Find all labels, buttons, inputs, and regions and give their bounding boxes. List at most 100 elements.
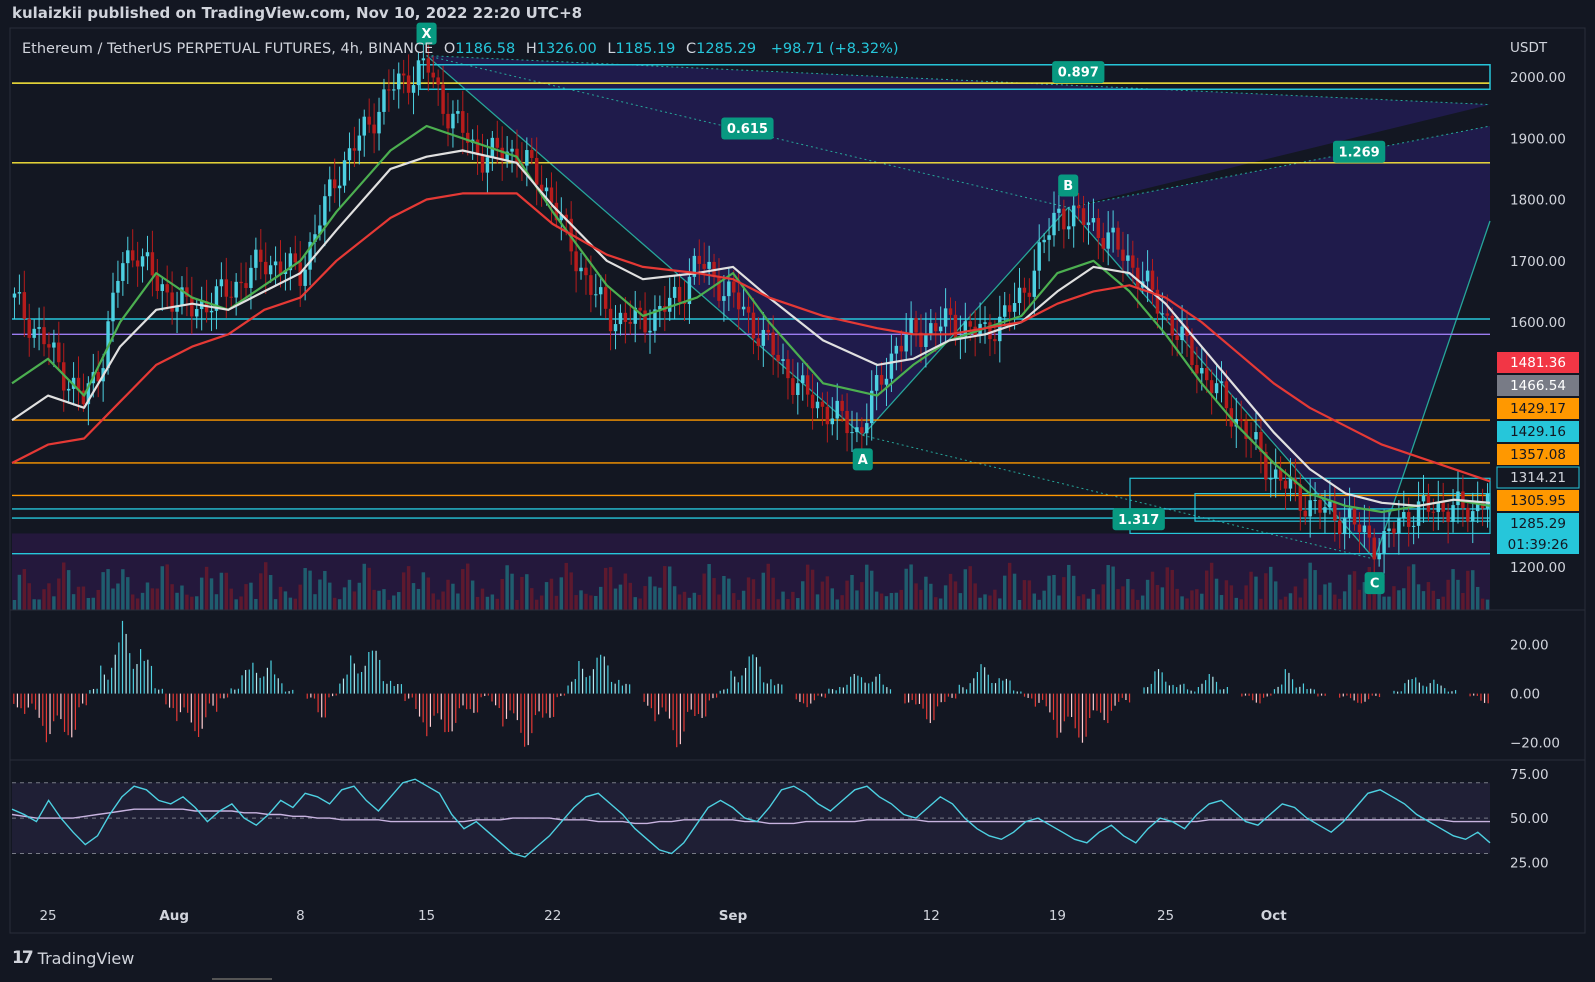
volume-bar: [283, 591, 288, 610]
volume-bar: [145, 582, 150, 610]
price-badge-text: 1314.21: [1510, 470, 1566, 486]
volume-bar: [840, 595, 844, 610]
candle-body: [150, 252, 155, 276]
candle-body: [214, 286, 219, 311]
volume-bar: [12, 600, 17, 610]
volume-bar: [1278, 599, 1283, 610]
volume-bar: [973, 583, 977, 610]
rsi-tick-label: 75.00: [1510, 767, 1549, 783]
volume-bar: [1338, 598, 1342, 610]
candle-body: [382, 89, 386, 112]
low-label: L: [607, 41, 616, 57]
point-b-label-bg: [1058, 174, 1079, 197]
momentum-tick-label: 20.00: [1510, 637, 1549, 653]
candle-body: [1278, 469, 1283, 481]
price-labels: 1481.36 1466.54 1429.17 1429.16 1357.08 1314.…: [1496, 352, 1580, 554]
volume-bar: [1382, 596, 1386, 610]
volume-bar: [929, 583, 933, 610]
candle-body: [1377, 553, 1381, 560]
volume-bar: [1244, 585, 1248, 610]
volume-bar: [1190, 590, 1194, 610]
volume-bar: [209, 578, 214, 610]
volume-bar: [1342, 591, 1347, 610]
candle-body: [835, 400, 839, 419]
volume-bar: [712, 578, 716, 610]
candle-body: [1441, 501, 1445, 512]
price-badge-bg: [1497, 375, 1579, 396]
volume-bar: [62, 562, 66, 610]
volume-bar: [1062, 577, 1066, 610]
volume-bar: [392, 595, 396, 610]
point-x-label: X: [416, 22, 437, 45]
candle-body: [446, 113, 450, 129]
volume-bar: [978, 597, 982, 610]
volume-bar: [934, 597, 938, 610]
candle-body: [1170, 315, 1174, 336]
volume-bar: [677, 594, 682, 610]
price-tick-label: 2000.00: [1510, 70, 1566, 86]
volume-bar: [638, 598, 642, 610]
candle-body: [948, 308, 953, 315]
volume-bar: [347, 579, 352, 610]
volume-bar: [1357, 589, 1362, 610]
volume-bar: [1111, 566, 1115, 610]
volume-bar: [1249, 571, 1253, 610]
volume-bar: [682, 591, 687, 610]
candle-body: [1155, 289, 1160, 314]
volume-bar: [1126, 579, 1130, 610]
candle-body: [500, 147, 504, 161]
volume-bar: [150, 588, 155, 610]
time-axis[interactable]: 25 Aug 8 15 22 Sep 12 19 25 Oct: [39, 908, 1287, 924]
volume-bar: [480, 588, 485, 610]
volume-bar: [1219, 595, 1224, 610]
change-value: +98.71 (+8.32%): [770, 41, 899, 57]
candle-body: [1431, 511, 1436, 513]
close-value: 1285.29: [696, 41, 757, 57]
candle-body: [594, 294, 598, 296]
volume-bar: [628, 582, 633, 610]
candle-body: [914, 318, 918, 333]
volume-bar: [1136, 599, 1140, 610]
volume-bar: [564, 562, 568, 610]
candle-body: [1224, 381, 1229, 409]
candle-body: [1382, 531, 1386, 554]
volume-bar: [618, 584, 623, 610]
candle-body: [1367, 525, 1372, 538]
candle-body: [273, 261, 278, 266]
volume-bar: [1140, 595, 1145, 610]
volume-bar: [998, 598, 1002, 610]
candle-body: [1195, 365, 1199, 374]
price-badge: 1429.16: [1497, 421, 1579, 442]
volume-bar: [653, 586, 657, 610]
candle-body: [1067, 226, 1071, 230]
volume-bar: [667, 566, 672, 610]
candle-body: [1096, 218, 1101, 238]
candle-body: [1288, 478, 1293, 489]
volume-bar: [805, 564, 810, 610]
candle-body: [707, 261, 711, 269]
price-tick-label: 1700.00: [1510, 254, 1566, 270]
tradingview-logo[interactable]: 17 TradingView: [12, 948, 134, 968]
volume-bar: [741, 590, 746, 610]
point-b-label-text: B: [1063, 179, 1073, 194]
candle-body: [653, 309, 657, 331]
candle-body: [643, 310, 647, 333]
volume-bar: [993, 589, 997, 610]
candle-body: [1387, 528, 1391, 532]
volume-bar: [465, 563, 470, 610]
candle-body: [1357, 524, 1362, 533]
volume-bar: [1411, 564, 1416, 610]
candle-body: [1219, 381, 1224, 384]
candle-body: [475, 139, 480, 156]
candle-body: [406, 75, 411, 93]
volume-bar: [195, 596, 199, 610]
candle-body: [1466, 507, 1470, 522]
volume-bar: [835, 599, 839, 610]
candle-body: [919, 332, 923, 348]
volume-bar: [190, 596, 194, 610]
volume-bar: [1200, 593, 1204, 610]
price-axis[interactable]: USDT 2000.00 1900.00 1800.00 1700.00 1600.00 1…: [1510, 40, 1566, 576]
volume-bar: [707, 564, 711, 610]
symbol-name[interactable]: Ethereum / TetherUS PERPETUAL FUTURES, 4…: [22, 41, 434, 57]
